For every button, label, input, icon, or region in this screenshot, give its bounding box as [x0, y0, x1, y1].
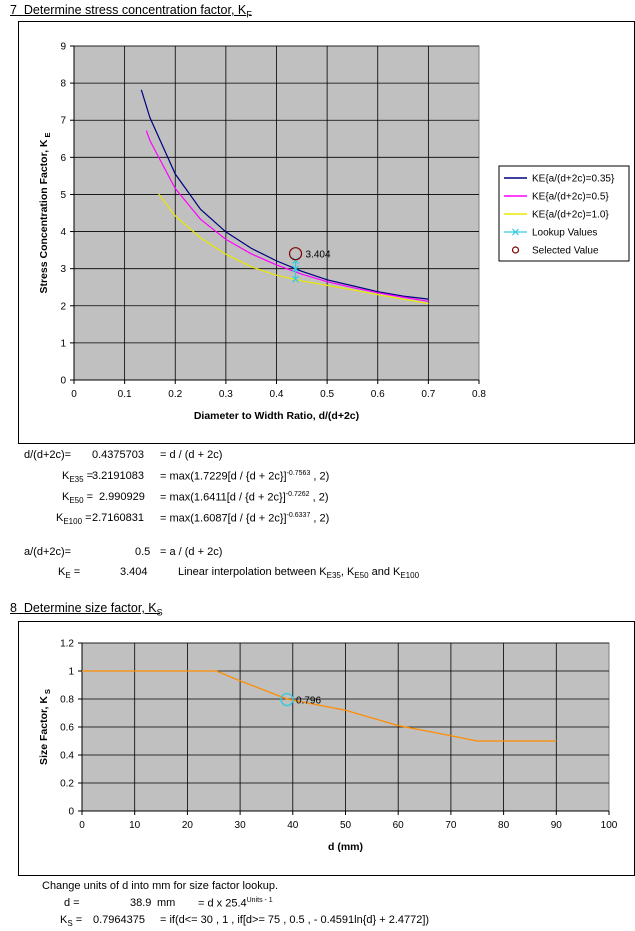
ratio-label: d/(d+2c)=	[24, 449, 72, 461]
x-tick-label: 0.4	[270, 389, 284, 400]
y-axis-label: Size Factor, KS	[38, 689, 52, 765]
x-tick-label: 0.3	[219, 389, 233, 400]
d-label: d =	[64, 897, 80, 909]
ke100-formula: = max(1.6087[d / {d + 2c}]-0.6337 , 2)	[160, 512, 330, 525]
series-line-1	[140, 89, 429, 300]
lookup-point	[292, 265, 299, 273]
ke-note: Linear interpolation between KE35, KE50 …	[178, 566, 420, 581]
y-tick-label: 1	[68, 667, 74, 678]
legend-label-4: Lookup Values	[532, 228, 597, 239]
y-tick-label: 6	[60, 153, 66, 164]
y-tick-label: 8	[60, 79, 66, 90]
section-8-title-text: Determine size factor, K	[23, 601, 157, 615]
y-tick-label: 4	[60, 227, 66, 238]
x-tick-label: 0.7	[421, 389, 435, 400]
x-tick-label: 90	[551, 820, 563, 831]
x-tick-label: 70	[445, 820, 457, 831]
series-line-2	[145, 130, 429, 302]
d-value: 38.9	[130, 897, 152, 909]
d-unit: mm	[157, 897, 176, 909]
ratio-formula: = d / (d + 2c)	[160, 449, 223, 461]
lookup-point	[292, 257, 299, 264]
section-8-title-sub: S	[156, 607, 163, 618]
x-axis-label: d (mm)	[328, 841, 363, 853]
legend-label-2: KE{a/(d+2c)=0.5}	[532, 192, 609, 203]
x-tick-label: 0.5	[320, 389, 334, 400]
y-tick-label: 0.6	[60, 723, 74, 734]
x-tick-label: 100	[601, 820, 618, 831]
x-tick-label: 60	[393, 820, 405, 831]
units-note: Change units of d into mm for size facto…	[42, 880, 279, 892]
x-tick-label: 10	[129, 820, 141, 831]
x-tick-label: 0.2	[168, 389, 182, 400]
x-tick-label: 40	[287, 820, 299, 831]
section-7-title-sub: F	[246, 9, 252, 20]
legend-marker-lookup	[512, 228, 519, 236]
selected-value-label: 0.796	[296, 696, 321, 707]
y-tick-label: 1.2	[60, 639, 74, 650]
a-ratio-value: 0.5	[135, 546, 151, 558]
ke50-label: KE50 =	[62, 491, 94, 506]
section-7-number: 7	[10, 3, 17, 17]
size-factor-line	[82, 670, 557, 742]
x-axis-label: Diameter to Width Ratio, d/(d+2c)	[194, 410, 359, 422]
y-tick-label: 5	[60, 190, 66, 201]
x-tick-label: 0.6	[371, 389, 385, 400]
ke100-value: 2.7160831	[92, 512, 144, 524]
size-chart-frame: 0 0.2 0.4 0.6 0.8 1 1.2 0 10 20 30 40 50 60 70 80 90 100 d…	[18, 621, 635, 876]
selected-value-label: 3.404	[306, 250, 331, 261]
section-7-title-text: Determine stress concentration factor, K	[23, 3, 247, 17]
y-tick-label: 0	[60, 376, 66, 387]
y-tick-label: 9	[60, 42, 66, 53]
legend-label-3: KE{a/(d+2c)=1.0}	[532, 210, 609, 221]
ke50-formula: = max(1.6411[d / {d + 2c}]-0.7262 , 2)	[160, 491, 329, 504]
ratio-value: 0.4375703	[92, 449, 144, 461]
y-tick-label: 2	[60, 301, 66, 312]
lookup-point	[292, 275, 299, 283]
x-tick-label: 80	[498, 820, 510, 831]
y-axis-label: Stress Concentration Factor, KE	[38, 132, 52, 293]
ke35-value: 3.2191083	[92, 470, 144, 482]
y-tick-label: 0.8	[60, 695, 74, 706]
ks-value: 0.7964375	[93, 914, 145, 926]
y-tick-label: 0.4	[60, 751, 74, 762]
section-7-title: 7 Determine stress concentration factor,…	[10, 3, 252, 20]
size-factor-chart: 0 0.2 0.4 0.6 0.8 1 1.2 0 10 20 30 40 50 60 70 80 90 100 d…	[38, 639, 618, 854]
legend-marker-selected	[511, 246, 520, 254]
x-tick-label: 0	[79, 820, 85, 831]
x-tick-label: 30	[235, 820, 247, 831]
ks-formula: = if(d<= 30 , 1 , if[d>= 75 , 0.5 , - 0.…	[160, 914, 430, 926]
y-tick-label: 7	[60, 116, 66, 127]
d-formula: = d x 25.4Units - 1	[198, 897, 273, 910]
x-tick-label: 0	[71, 389, 77, 400]
x-tick-label: 20	[182, 820, 194, 831]
ke50-value: 2.990929	[99, 491, 145, 503]
ke-label: KE =	[58, 566, 81, 581]
x-tick-label: 50	[340, 820, 352, 831]
ks-label: KS =	[60, 914, 83, 929]
selected-point	[280, 692, 294, 707]
x-tick-label: 0.1	[118, 389, 132, 400]
ke-value: 3.404	[120, 566, 148, 578]
y-tick-label: 3	[60, 264, 66, 275]
ke35-formula: = max(1.7229[d / {d + 2c}]-0.7563 , 2)	[160, 470, 330, 483]
ke100-label: KE100 =	[56, 512, 92, 527]
ke35-label: KE35 =	[62, 470, 94, 485]
y-tick-label: 1	[60, 338, 66, 349]
selected-point	[288, 247, 303, 261]
y-tick-label: 0	[68, 807, 74, 818]
a-ratio-label: a/(d+2c)=	[24, 546, 72, 558]
legend-label-5: Selected Value	[532, 246, 599, 257]
stress-chart-frame: 0 1 2 3 4 5 6 7 8 9 0 0.1 0.2 0.3 0.4 0.5 0.6 0.7 0.8 Diame…	[18, 21, 635, 444]
section-8-number: 8	[10, 601, 17, 615]
stress-concentration-chart: 0 1 2 3 4 5 6 7 8 9 0 0.1 0.2 0.3 0.4 0.5 0.6 0.7 0.8 Diame…	[38, 42, 630, 422]
y-tick-label: 0.2	[60, 779, 74, 790]
series-line-3	[158, 193, 429, 305]
a-ratio-formula: = a / (d + 2c)	[160, 546, 223, 558]
section-8-title: 8 Determine size factor, KS	[10, 601, 163, 618]
x-tick-label: 0.8	[472, 389, 486, 400]
legend-label-1: KE{a/(d+2c)=0.35}	[532, 174, 615, 185]
